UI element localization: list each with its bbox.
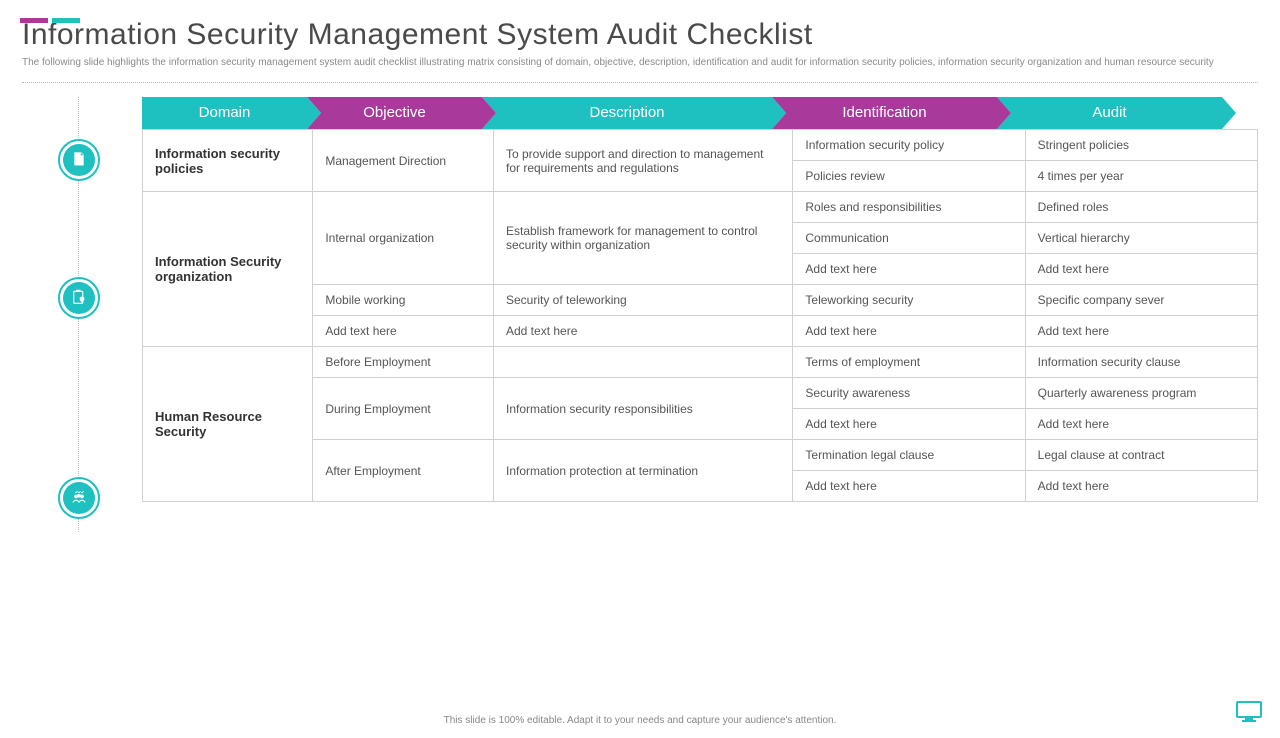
description-cell: Establish framework for management to co… bbox=[494, 192, 793, 285]
identification-cell: Security awareness bbox=[793, 378, 1025, 409]
identification-cell: Information security policy bbox=[793, 130, 1025, 161]
document-shield-icon bbox=[58, 139, 100, 181]
objective-cell: Before Employment bbox=[313, 347, 494, 378]
page-title: Information Security Management System A… bbox=[22, 18, 1280, 52]
description-cell: Information protection at termination bbox=[494, 440, 793, 502]
objective-cell: Internal organization bbox=[313, 192, 494, 285]
identification-cell: Communication bbox=[793, 223, 1025, 254]
table-row: Information security policiesManagement … bbox=[143, 130, 1258, 161]
footer-text: This slide is 100% editable. Adapt it to… bbox=[0, 715, 1280, 726]
domain-cell: Information security policies bbox=[143, 130, 313, 192]
table-row: Information Security organizationInterna… bbox=[143, 192, 1258, 223]
header-objective: Objective bbox=[307, 97, 482, 129]
description-cell: Add text here bbox=[494, 316, 793, 347]
table-row: Human Resource SecurityBefore Employment… bbox=[143, 347, 1258, 378]
audit-cell: Information security clause bbox=[1025, 347, 1257, 378]
objective-cell: Management Direction bbox=[313, 130, 494, 192]
divider bbox=[22, 82, 1258, 83]
identification-cell: Policies review bbox=[793, 161, 1025, 192]
audit-cell: 4 times per year bbox=[1025, 161, 1257, 192]
clipboard-shield-icon bbox=[58, 277, 100, 319]
identification-cell: Add text here bbox=[793, 409, 1025, 440]
audit-cell: Defined roles bbox=[1025, 192, 1257, 223]
audit-cell: Stringent policies bbox=[1025, 130, 1257, 161]
header-domain: Domain bbox=[142, 97, 307, 129]
audit-cell: Add text here bbox=[1025, 409, 1257, 440]
table-header: DomainObjectiveDescriptionIdentification… bbox=[142, 97, 1258, 129]
audit-cell: Add text here bbox=[1025, 471, 1257, 502]
identification-cell: Teleworking security bbox=[793, 285, 1025, 316]
description-cell bbox=[494, 347, 793, 378]
audit-cell: Vertical hierarchy bbox=[1025, 223, 1257, 254]
identification-cell: Add text here bbox=[793, 316, 1025, 347]
audit-cell: Add text here bbox=[1025, 254, 1257, 285]
identification-cell: Add text here bbox=[793, 254, 1025, 285]
domain-cell: Information Security organization bbox=[143, 192, 313, 347]
header-identification: Identification bbox=[772, 97, 997, 129]
objective-cell: Mobile working bbox=[313, 285, 494, 316]
monitor-icon bbox=[1236, 701, 1262, 728]
objective-cell: Add text here bbox=[313, 316, 494, 347]
objective-cell: After Employment bbox=[313, 440, 494, 502]
header-description: Description bbox=[482, 97, 772, 129]
header-audit: Audit bbox=[997, 97, 1222, 129]
objective-cell: During Employment bbox=[313, 378, 494, 440]
checklist-table: Information security policiesManagement … bbox=[142, 129, 1258, 502]
icons-column bbox=[22, 97, 142, 502]
audit-cell: Legal clause at contract bbox=[1025, 440, 1257, 471]
identification-cell: Termination legal clause bbox=[793, 440, 1025, 471]
description-cell: Information security responsibilities bbox=[494, 378, 793, 440]
people-check-icon bbox=[58, 477, 100, 519]
description-cell: To provide support and direction to mana… bbox=[494, 130, 793, 192]
accent-bars bbox=[20, 18, 80, 23]
identification-cell: Add text here bbox=[793, 471, 1025, 502]
audit-cell: Add text here bbox=[1025, 316, 1257, 347]
description-cell: Security of teleworking bbox=[494, 285, 793, 316]
identification-cell: Terms of employment bbox=[793, 347, 1025, 378]
audit-cell: Specific company sever bbox=[1025, 285, 1257, 316]
identification-cell: Roles and responsibilities bbox=[793, 192, 1025, 223]
page-subtitle: The following slide highlights the infor… bbox=[22, 56, 1258, 70]
audit-cell: Quarterly awareness program bbox=[1025, 378, 1257, 409]
domain-cell: Human Resource Security bbox=[143, 347, 313, 502]
